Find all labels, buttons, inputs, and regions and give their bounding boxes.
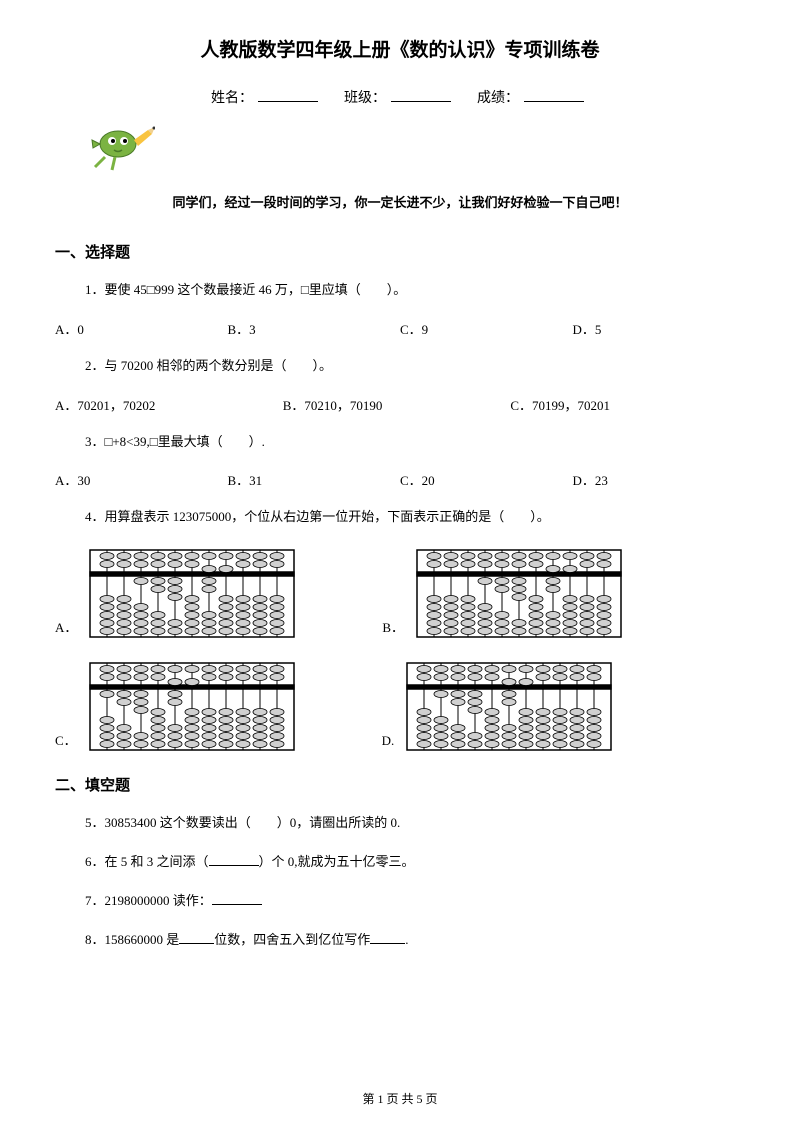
q1-opt-d: D．5 — [573, 319, 746, 338]
abacus-d-icon — [399, 659, 619, 754]
abacus-label-b: B． — [382, 617, 404, 636]
pencil-cartoon-icon — [90, 122, 745, 177]
q7-pre: 7．2198000000 读作： — [85, 893, 212, 908]
question-3: 3．□+8<39,□里最大填（ ）. — [85, 432, 745, 453]
question-1: 1．要使 45□999 这个数最接近 46 万，□里应填（ ）。 — [85, 280, 745, 301]
q1-opt-b: B．3 — [228, 319, 401, 338]
name-blank[interactable] — [258, 101, 318, 102]
score-blank[interactable] — [524, 101, 584, 102]
q6-blank[interactable] — [209, 865, 259, 866]
question-1-options: A．0 B．3 C．9 D．5 — [55, 319, 745, 338]
question-8: 8．158660000 是 位数，四舍五入到亿位写作. — [85, 930, 745, 951]
abacus-label-d: D. — [382, 733, 395, 749]
q8-pre: 8．158660000 是 — [85, 932, 179, 947]
page-title: 人教版数学四年级上册《数的认识》专项训练卷 — [55, 35, 745, 62]
question-4: 4．用算盘表示 123075000，个位从右边第一位开始，下面表示正确的是（ ）… — [85, 507, 745, 528]
q7-blank[interactable] — [212, 904, 262, 905]
q8-mid: 位数，四舍五入到亿位写作 — [214, 932, 370, 947]
abacus-row-1: A． B． — [55, 546, 745, 641]
q8-post: . — [405, 932, 408, 947]
info-line: 姓名： 班级： 成绩： — [55, 87, 745, 107]
abacus-c-icon — [82, 659, 302, 754]
question-5: 5．30853400 这个数要读出（ ）0，请圈出所读的 0. — [85, 813, 745, 834]
abacus-row-2: C． D. — [55, 659, 745, 754]
q1-opt-a: A．0 — [55, 319, 228, 338]
q6-post: ）个 0,就成为五十亿零三。 — [259, 854, 415, 869]
name-label: 姓名： — [211, 91, 253, 106]
q3-opt-c: C．20 — [400, 470, 573, 489]
abacus-a-icon — [82, 546, 302, 641]
q3-opt-a: A．30 — [55, 470, 228, 489]
question-2-options: A．70201，70202 B．70210，70190 C．70199，7020… — [55, 395, 745, 414]
class-label: 班级： — [344, 91, 386, 106]
abacus-option-d: D. — [382, 659, 620, 754]
q2-opt-a: A．70201，70202 — [55, 395, 283, 414]
abacus-option-a: A． — [55, 546, 302, 641]
q2-opt-b: B．70210，70190 — [283, 395, 511, 414]
abacus-label-c: C． — [55, 730, 77, 749]
question-2: 2．与 70200 相邻的两个数分别是（ ）。 — [85, 356, 745, 377]
abacus-option-c: C． — [55, 659, 302, 754]
question-7: 7．2198000000 读作： — [85, 891, 745, 912]
q2-opt-c: C．70199，70201 — [510, 395, 738, 414]
abacus-label-a: A． — [55, 617, 77, 636]
question-6: 6．在 5 和 3 之间添（ ）个 0,就成为五十亿零三。 — [85, 852, 745, 873]
class-blank[interactable] — [391, 101, 451, 102]
q3-opt-d: D．23 — [573, 470, 746, 489]
q8-blank-1[interactable] — [179, 943, 214, 944]
motivational-text: 同学们，经过一段时间的学习，你一定长进不少，让我们好好检验一下自己吧！ — [55, 192, 745, 211]
q3-opt-b: B．31 — [228, 470, 401, 489]
page-footer: 第 1 页 共 5 页 — [0, 1090, 800, 1107]
abacus-b-icon — [409, 546, 629, 641]
q6-pre: 6．在 5 和 3 之间添（ — [85, 854, 209, 869]
section-1-heading: 一、选择题 — [55, 241, 745, 262]
question-3-options: A．30 B．31 C．20 D．23 — [55, 470, 745, 489]
q1-opt-c: C．9 — [400, 319, 573, 338]
score-label: 成绩： — [477, 91, 519, 106]
q8-blank-2[interactable] — [370, 943, 405, 944]
abacus-option-b: B． — [382, 546, 629, 641]
section-2-heading: 二、填空题 — [55, 774, 745, 795]
